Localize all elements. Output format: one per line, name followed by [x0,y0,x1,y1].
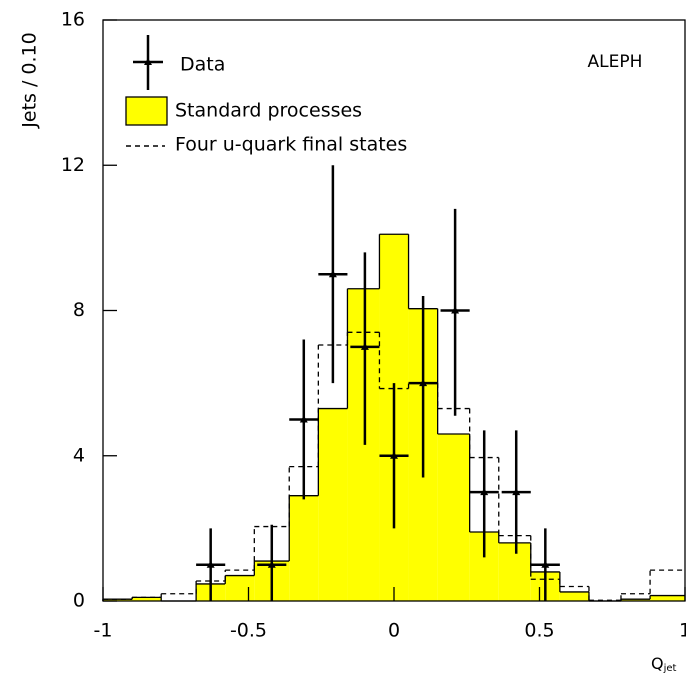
y-tick-label: 12 [61,154,85,176]
hist-bar [559,591,589,601]
x-axis-label-sub: jet [663,663,677,674]
data-point [419,379,428,387]
legend-swatch [125,96,168,126]
x-tick-label: -1 [94,620,113,642]
hist-bar [225,575,255,601]
y-tick-label: 16 [61,9,85,31]
x-tick-label: -0.5 [230,620,267,642]
legend-label: Four u-quark final states [175,134,407,156]
data-point [328,270,337,278]
y-tick-label: 0 [73,590,85,612]
legend-label: Standard processes [175,100,362,122]
hist-bar [132,597,162,601]
data-point [541,560,550,568]
data-point [267,560,276,568]
annotation: ALEPH [588,52,643,72]
x-tick-label: 0.5 [524,620,554,642]
y-axis-label: Jets / 0.10 [19,32,41,128]
legend-label: Data [180,54,225,76]
hist-bar [498,542,531,601]
hist-bar [103,599,133,601]
data-point [206,560,215,568]
x-axis-label: Qjet [651,654,677,675]
x-tick-label: 0 [388,620,400,642]
hist-bar [620,599,651,601]
y-tick-label: 8 [73,299,85,321]
data-point [360,342,369,350]
hist-bar [318,408,348,601]
data-point [390,451,398,459]
hist-bar [437,433,470,601]
legend-data-marker [144,58,152,65]
data-point [480,488,489,496]
data-point [451,306,460,314]
data-point [299,415,308,423]
hist-bar [650,595,685,601]
x-axis-label-main: Q [651,654,664,673]
y-tick-label: 4 [73,444,85,466]
x-tick-label: 1 [679,620,686,642]
hist-bar [347,288,380,601]
data-point [512,488,521,496]
hist-bar [289,495,319,601]
